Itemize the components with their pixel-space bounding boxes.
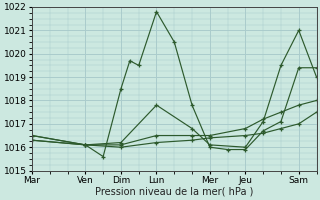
X-axis label: Pression niveau de la mer( hPa ): Pression niveau de la mer( hPa ) (95, 187, 253, 197)
